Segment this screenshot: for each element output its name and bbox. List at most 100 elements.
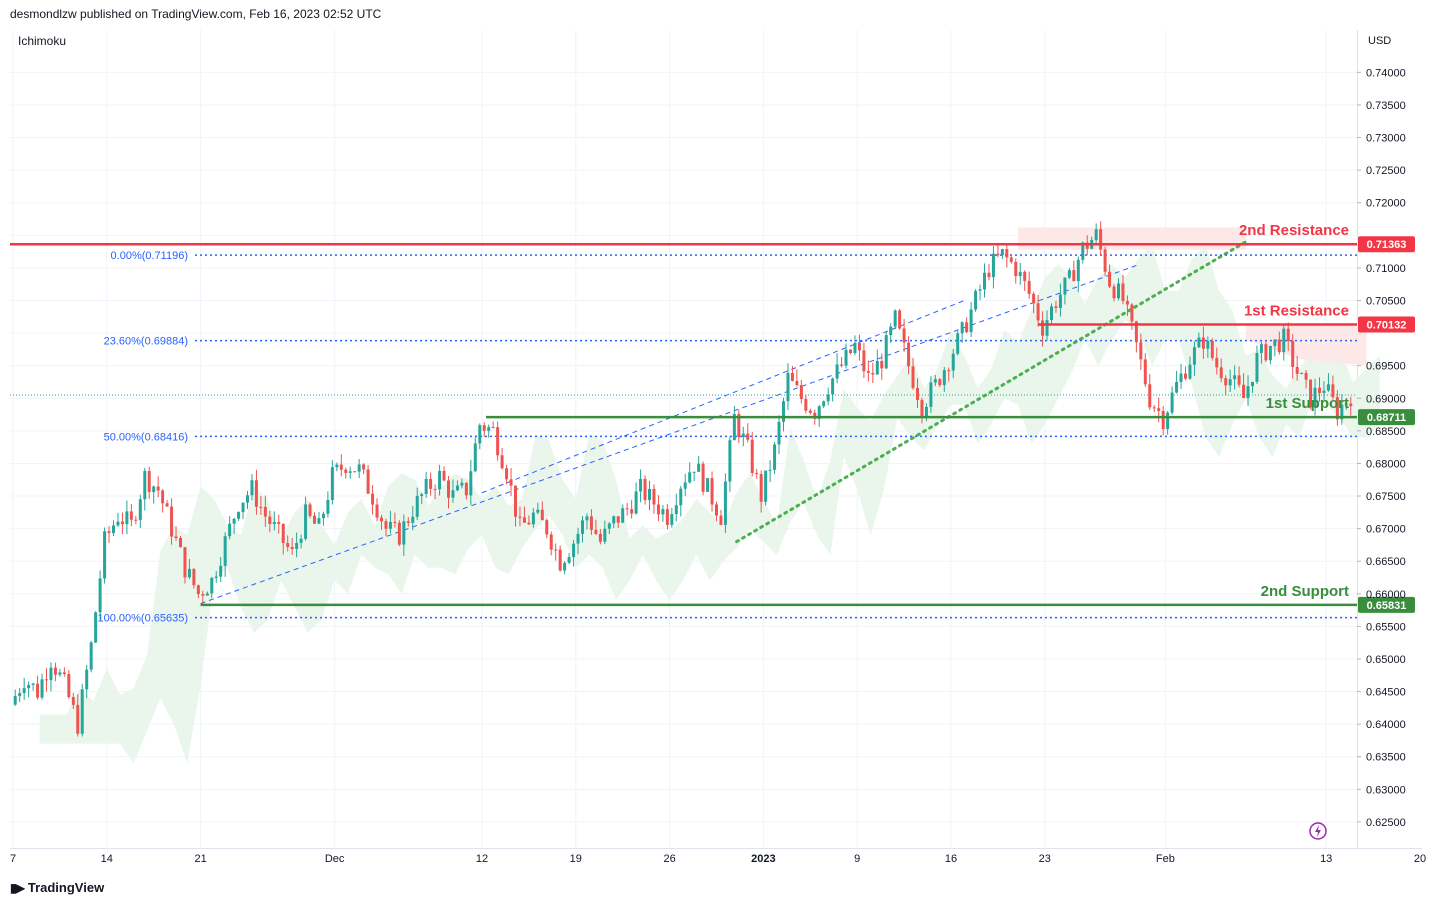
candle-body <box>1251 381 1254 387</box>
candle-body <box>746 433 750 440</box>
candle-body <box>759 474 763 502</box>
candle-body <box>656 504 660 515</box>
candle-body <box>1032 293 1036 304</box>
ichimoku-cloud-red <box>1245 323 1367 366</box>
candle-body <box>1058 294 1062 308</box>
y-tick-label: 0.66500 <box>1366 556 1406 568</box>
candle-body <box>1344 403 1348 405</box>
candle-body <box>464 482 468 496</box>
candle-body <box>1215 357 1219 368</box>
candle-body <box>1179 373 1183 382</box>
x-tick-label: Dec <box>325 853 345 865</box>
candle-body <box>152 486 156 493</box>
candle-body <box>259 506 263 508</box>
candle-body <box>871 372 875 375</box>
candle-body <box>1246 386 1250 399</box>
level-price-badge <box>1358 236 1415 253</box>
candle-body <box>1041 320 1045 336</box>
candle-body <box>750 439 754 474</box>
candle-body <box>402 521 406 545</box>
candle-body <box>1148 384 1152 408</box>
candle-body <box>1318 387 1321 393</box>
candle-body <box>983 272 986 290</box>
candle-body <box>393 521 397 523</box>
candle-body <box>223 536 227 566</box>
candle-body <box>522 517 526 523</box>
ichimoku-cloud <box>39 245 1380 764</box>
candle-body <box>397 522 401 545</box>
level-label: 1st Resistance <box>1244 302 1349 319</box>
candle-body <box>817 406 821 419</box>
candle-body <box>1085 242 1089 249</box>
y-tick-label: 0.67000 <box>1366 524 1406 536</box>
y-tick-label: 0.68000 <box>1366 458 1406 470</box>
candle-body <box>1322 390 1326 393</box>
price-axis-frame <box>1357 30 1423 848</box>
tradingview-logo[interactable]: ▮▶ TradingView <box>10 880 104 895</box>
candle-body <box>670 514 674 525</box>
candle-body <box>719 515 723 525</box>
candle-body <box>125 511 129 525</box>
candle-body <box>643 478 647 501</box>
candle-body <box>1081 242 1085 260</box>
candle-body <box>822 401 826 407</box>
y-tick-label: 0.64500 <box>1366 687 1406 699</box>
candle-body <box>116 521 120 526</box>
candle-body <box>621 508 625 523</box>
candle-body <box>1005 249 1009 258</box>
candle-body <box>1228 379 1232 386</box>
candle-body <box>147 471 151 493</box>
candle-body <box>228 523 232 537</box>
candle-body <box>339 464 343 470</box>
candle-body <box>799 385 803 399</box>
candle-body <box>388 521 392 529</box>
candle-body <box>371 493 375 505</box>
candle-body <box>31 683 35 685</box>
candle-body <box>849 349 852 354</box>
candle-body <box>76 704 80 734</box>
candle-body <box>138 499 142 520</box>
candle-body <box>1304 372 1308 380</box>
candle-body <box>210 577 214 594</box>
candle-body <box>1206 340 1210 349</box>
candle-body <box>893 310 897 327</box>
tradingview-logo-icon: ▮▶ <box>10 880 25 895</box>
candle-body <box>728 440 732 482</box>
candle-body <box>411 516 415 523</box>
y-tick-label: 0.63500 <box>1366 752 1406 764</box>
candle-body <box>40 679 44 698</box>
candle-body <box>1023 271 1027 281</box>
candle-body <box>179 538 182 548</box>
candle-body <box>36 683 40 698</box>
candle-body <box>545 520 549 535</box>
candle-body <box>1117 283 1120 299</box>
candle-body <box>786 373 790 402</box>
candle-body <box>447 480 450 498</box>
candle-body <box>254 480 258 507</box>
candle-body <box>1108 271 1112 287</box>
candle-body <box>366 469 370 494</box>
candle-body <box>634 491 638 514</box>
candle-body <box>438 470 442 490</box>
candle-body <box>420 494 424 496</box>
candle-body <box>505 468 509 480</box>
candle-body <box>429 478 433 489</box>
candle-body <box>214 576 218 578</box>
fib-level-label: 50.00%(0.68416) <box>104 431 188 443</box>
x-tick-label: 7 <box>10 853 16 865</box>
candle-body <box>701 463 705 492</box>
candle-body <box>755 473 759 475</box>
candle-body <box>907 342 911 367</box>
candle-body <box>996 253 1000 256</box>
candle-body <box>380 517 383 522</box>
level-price-label: 0.70132 <box>1367 319 1407 331</box>
candle-body <box>920 400 924 417</box>
candle-body <box>737 414 741 438</box>
x-tick-label: 9 <box>854 853 860 865</box>
candle-body <box>1009 257 1013 262</box>
indicator-label[interactable]: Ichimoku <box>18 34 67 48</box>
candle-body <box>201 594 205 596</box>
candle-body <box>576 533 580 544</box>
candle-body <box>1014 261 1018 277</box>
